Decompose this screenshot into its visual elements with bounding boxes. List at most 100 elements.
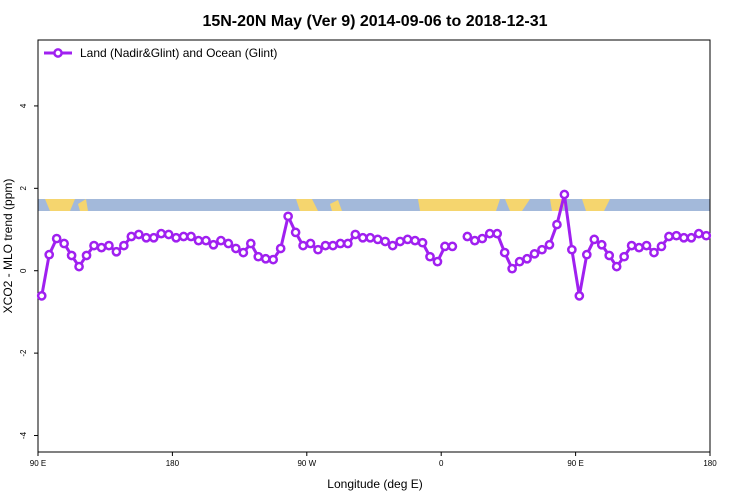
- data-point: [567, 244, 577, 255]
- data-point: [216, 235, 226, 246]
- data-point: [178, 231, 189, 242]
- data-point: [260, 253, 271, 264]
- data-point: [141, 232, 152, 243]
- data-point: [537, 244, 547, 255]
- plot-frame: [37, 39, 711, 453]
- data-point: [372, 234, 383, 245]
- data-point: [626, 240, 637, 251]
- y-tick-label: -2: [19, 349, 28, 357]
- data-point: [253, 251, 264, 262]
- y-tick-label: -4: [19, 431, 28, 439]
- data-point: [634, 242, 644, 253]
- x-tick-label: 90 E: [30, 459, 46, 468]
- legend-marker: [53, 48, 63, 58]
- data-point: [275, 243, 286, 254]
- y-tick-label: 0: [19, 268, 28, 273]
- data-point: [440, 241, 450, 252]
- data-point: [231, 243, 241, 254]
- data-point: [522, 253, 532, 264]
- data-point: [589, 234, 600, 245]
- data-point: [268, 254, 279, 265]
- data-point: [335, 238, 346, 249]
- x-tick-label: 180: [166, 459, 180, 468]
- chart-title: 15N-20N May (Ver 9) 2014-09-06 to 2018-1…: [202, 13, 547, 30]
- data-point: [171, 232, 181, 243]
- data-point: [641, 240, 652, 251]
- data-point: [410, 235, 420, 246]
- data-point: [656, 241, 667, 252]
- data-point: [686, 232, 697, 243]
- data-point: [96, 242, 107, 253]
- y-axis-label: XCO2 - MLO trend (ppm): [1, 179, 15, 314]
- data-point: [245, 238, 256, 249]
- data-point: [395, 236, 405, 247]
- data-point: [66, 250, 77, 261]
- data-point: [477, 233, 488, 244]
- data-point: [484, 228, 495, 239]
- data-point: [402, 234, 413, 245]
- data-point: [507, 263, 517, 274]
- data-point: [417, 237, 428, 248]
- data-point: [492, 228, 503, 239]
- data-point: [59, 238, 69, 249]
- data-point: [559, 189, 570, 200]
- x-axis-label: Longitude (deg E): [327, 477, 422, 491]
- data-point: [111, 246, 122, 257]
- ocean-strip: [38, 199, 710, 211]
- data-point: [320, 240, 331, 251]
- x-tick-label: 180: [703, 459, 717, 468]
- x-tick-label: 90 E: [567, 459, 583, 468]
- data-point: [357, 232, 368, 243]
- data-point: [604, 250, 615, 261]
- data-point: [619, 251, 629, 262]
- data-point: [469, 235, 480, 246]
- data-point: [679, 232, 689, 243]
- land-strip: [296, 199, 342, 211]
- data-point: [596, 239, 607, 250]
- data-point: [81, 250, 92, 261]
- x-tick-label: 0: [439, 459, 444, 468]
- data-point: [514, 256, 525, 267]
- data-point: [51, 233, 62, 244]
- data-point: [223, 238, 234, 249]
- data-point: [148, 232, 159, 243]
- data-point: [447, 241, 458, 252]
- data-point: [89, 240, 99, 251]
- data-point: [350, 229, 361, 240]
- data-point: [544, 239, 555, 250]
- data-point: [425, 251, 435, 262]
- data-point: [44, 249, 55, 260]
- data-point: [365, 232, 376, 243]
- data-point: [581, 249, 592, 260]
- y-tick-label: 4: [19, 103, 28, 108]
- data-point: [432, 256, 443, 267]
- data-point: [126, 231, 137, 242]
- x-tick-label: 90 W: [297, 459, 316, 468]
- data-point: [238, 247, 249, 258]
- land-strip: [45, 199, 88, 211]
- data-point: [156, 228, 167, 239]
- data-point: [290, 227, 301, 238]
- data-point: [313, 244, 323, 255]
- land-strip: [418, 199, 530, 211]
- data-point: [611, 261, 622, 272]
- data-point: [574, 291, 585, 301]
- legend-label: Land (Nadir&Glint) and Ocean (Glint): [80, 46, 277, 60]
- data-point: [693, 228, 704, 239]
- data-point: [74, 261, 84, 272]
- data-point: [387, 240, 398, 251]
- data-point: [298, 240, 308, 251]
- data-point: [664, 231, 674, 242]
- data-point: [305, 238, 316, 249]
- data-point: [671, 230, 682, 241]
- map-strip: [38, 199, 710, 211]
- data-point: [649, 247, 659, 258]
- data-point: [193, 235, 204, 246]
- data-point: [529, 248, 540, 259]
- data-point: [186, 231, 196, 242]
- data-point: [380, 236, 391, 247]
- data-point: [701, 230, 712, 241]
- data-point: [283, 211, 293, 222]
- data-point: [462, 231, 473, 242]
